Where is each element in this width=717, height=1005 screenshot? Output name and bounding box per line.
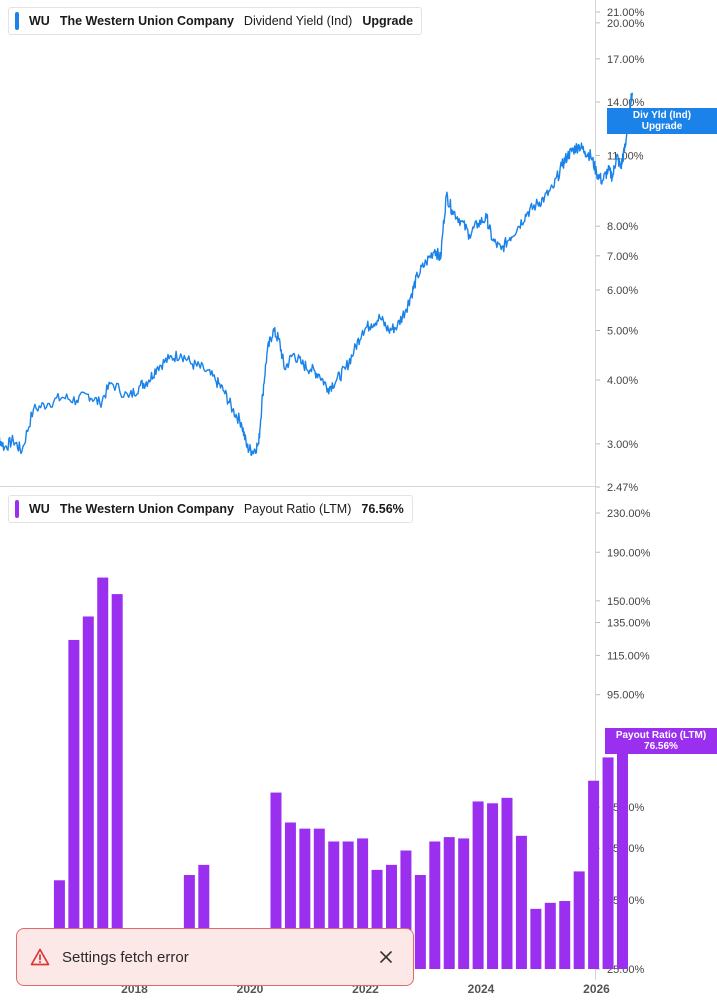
payout-bar [97,577,109,969]
payout-bar [515,835,527,969]
series-color-swatch [15,500,19,518]
y-tick-label: 230.00% [607,508,651,520]
payout-bar [198,864,210,969]
payout-bar [588,780,600,969]
tag-value: Upgrade [641,121,683,132]
y-tick-label: 4.00% [607,375,638,387]
payout-bar [501,797,513,969]
legend-payout-ratio[interactable]: WU The Western Union Company Payout Rati… [8,495,413,523]
payout-bar [400,850,412,969]
y-tick-label: 14.00% [607,97,645,109]
y-tick-label: 7.00% [607,251,638,263]
legend-ticker: WU [29,502,50,516]
legend-metric: Dividend Yield (Ind) [243,14,353,28]
payout-bar [328,841,340,969]
dividend-yield-axis-tag: Div Yld (Ind) Upgrade [607,108,717,134]
payout-bar [313,828,325,969]
y-tick-label: 95.00% [607,690,645,702]
payout-bar [616,739,628,969]
payout-bar [487,803,499,969]
bottom-y-axis: 230.00% 190.00% 150.00% 135.00% 115.00% 95.00… [596,508,651,976]
payout-bar [458,838,470,969]
warning-triangle-icon [30,948,50,966]
tag-label: Div Yld (Ind) [632,110,692,121]
payout-bar [602,757,614,969]
y-tick-label: 3.00% [607,439,638,451]
payout-bar [429,841,441,969]
series-color-swatch [15,12,19,30]
legend-value: 76.56% [361,502,404,516]
y-tick-label: 2.47% [607,482,638,494]
payout-bar [443,837,455,969]
y-tick-label: 135.00% [607,617,651,629]
payout-bar [414,875,426,969]
tag-value: 76.56% [644,741,678,752]
payout-bars [53,577,628,969]
payout-bar [357,838,369,969]
payout-bar [371,869,383,969]
payout-bar [299,828,311,969]
payout-bar [573,871,585,969]
close-icon[interactable] [377,948,395,966]
x-tick-label: 2024 [468,982,495,996]
tag-label: Payout Ratio (LTM) [615,730,707,741]
payout-bar [385,864,397,969]
error-toast: Settings fetch error [16,928,414,986]
toast-message: Settings fetch error [62,948,189,966]
payout-bar [68,639,80,969]
payout-bar [342,841,354,969]
y-tick-label: 8.00% [607,221,638,233]
y-tick-label: 6.00% [607,285,638,297]
y-tick-label: 115.00% [607,650,650,662]
top-y-axis: 21.00%20.00% 17.00% 14.00% 11.00% 8.00% 7.00%… [596,7,645,494]
x-tick-label: 2026 [583,982,610,996]
payout-ratio-axis-tag: Payout Ratio (LTM) 76.56% [605,728,717,754]
payout-bar [559,901,571,969]
y-tick-label: 190.00% [607,547,651,559]
y-tick-label: 5.00% [607,325,638,337]
payout-bar [111,594,123,969]
payout-bar [530,908,542,969]
y-tick-label: 25.00% [607,964,645,976]
legend-company: The Western Union Company [59,502,234,516]
y-tick-label: 150.00% [607,596,651,608]
y-tick-label: 17.00% [607,54,645,66]
payout-bar [284,822,296,969]
legend-dividend-yield[interactable]: WU The Western Union Company Dividend Yi… [8,7,423,35]
payout-bar [82,616,94,969]
y-tick-label: 11.00% [607,151,644,163]
payout-bar [183,875,195,969]
legend-ticker: WU [29,14,50,28]
y-tick-label: 21.00% [607,7,645,19]
payout-bar [472,801,484,969]
legend-metric: Payout Ratio (LTM) [243,502,352,516]
dividend-yield-line [0,92,633,457]
legend-value[interactable]: Upgrade [362,14,414,28]
payout-bar [53,880,65,969]
payout-bar [544,902,556,969]
payout-bar [270,792,282,969]
y-tick-label: 20.00% [607,18,645,30]
legend-company: The Western Union Company [59,14,234,28]
